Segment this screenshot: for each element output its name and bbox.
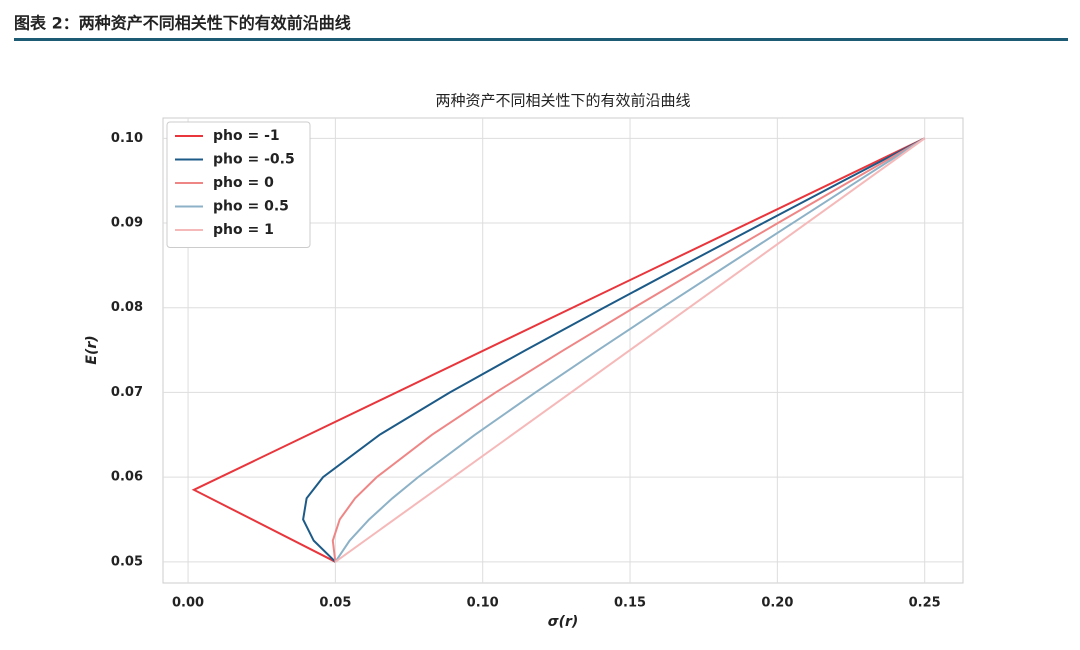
y-tick-label: 0.09 [111, 216, 143, 231]
y-tick-label: 0.06 [111, 470, 143, 485]
series-line [331, 137, 926, 562]
legend-label: pho = 1 [213, 222, 274, 238]
y-tick-label: 0.07 [111, 385, 143, 400]
legend-label: pho = -0.5 [213, 152, 295, 168]
header-title: 图表 2：两种资产不同相关性下的有效前沿曲线 [14, 14, 351, 33]
y-tick-label: 0.08 [111, 300, 143, 315]
legend-label: pho = 0.5 [213, 199, 289, 215]
chart-title: 两种资产不同相关性下的有效前沿曲线 [435, 92, 690, 110]
x-tick-label: 0.00 [172, 596, 204, 611]
x-tick-label: 0.10 [467, 596, 499, 611]
plot: 0.00 0.05 0.10 0.15 0.20 0.25 0.05 0.06 0.07 0.08… [111, 117, 964, 611]
legend-label: pho = 0 [213, 175, 274, 191]
series-line [334, 137, 926, 563]
x-tick-label: 0.25 [909, 596, 941, 611]
series-line [302, 137, 926, 563]
x-tick-label: 0.15 [614, 596, 646, 611]
y-tick-label: 0.10 [111, 131, 143, 146]
legend-frame [166, 121, 311, 248]
x-tick-label: 0.20 [761, 596, 793, 611]
x-tick-label: 0.05 [319, 596, 351, 611]
series-line [334, 137, 926, 563]
y-tick-label: 0.05 [111, 554, 143, 569]
y-axis-label: E(r) [84, 335, 100, 364]
series-line [191, 137, 926, 563]
x-axis-label: σ(r) [548, 614, 579, 630]
legend-label: pho = -1 [213, 128, 280, 144]
header-rule [14, 38, 1068, 41]
